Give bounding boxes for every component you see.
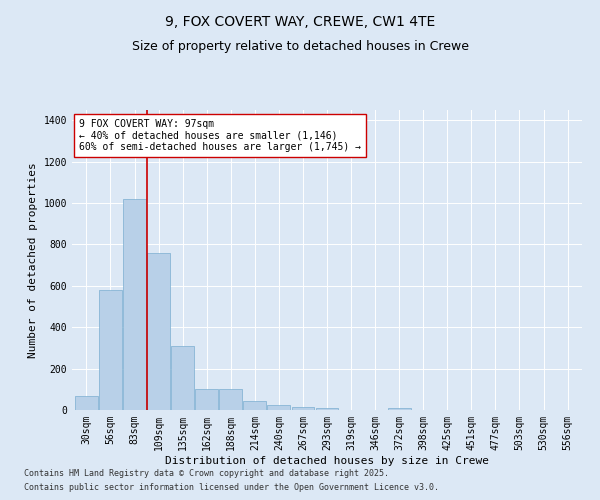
Text: 9, FOX COVERT WAY, CREWE, CW1 4TE: 9, FOX COVERT WAY, CREWE, CW1 4TE (165, 15, 435, 29)
Bar (75, 396, 98, 410)
Bar (316, 408, 338, 410)
Bar (292, 407, 314, 410)
Bar (195, 390, 218, 410)
Bar (99, 290, 122, 410)
Y-axis label: Number of detached properties: Number of detached properties (28, 162, 38, 358)
Bar (268, 405, 290, 410)
Bar (123, 199, 146, 410)
Bar (388, 408, 410, 410)
Text: Size of property relative to detached houses in Crewe: Size of property relative to detached ho… (131, 40, 469, 53)
Bar (171, 346, 194, 410)
Text: Contains public sector information licensed under the Open Government Licence v3: Contains public sector information licen… (24, 484, 439, 492)
Bar (147, 253, 170, 410)
X-axis label: Distribution of detached houses by size in Crewe: Distribution of detached houses by size … (165, 456, 489, 466)
Text: Contains HM Land Registry data © Crown copyright and database right 2025.: Contains HM Land Registry data © Crown c… (24, 468, 389, 477)
Text: 9 FOX COVERT WAY: 97sqm
← 40% of detached houses are smaller (1,146)
60% of semi: 9 FOX COVERT WAY: 97sqm ← 40% of detache… (79, 119, 361, 152)
Bar (220, 390, 242, 410)
Bar (244, 400, 266, 410)
